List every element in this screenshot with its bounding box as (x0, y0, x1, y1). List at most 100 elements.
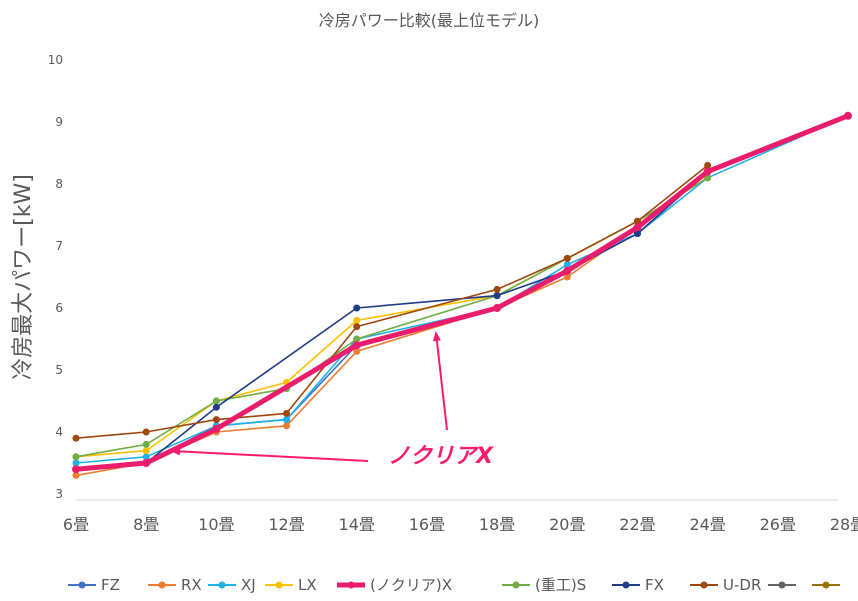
legend-item: (ノクリア)X (337, 576, 452, 594)
data-point (353, 316, 361, 324)
data-point (493, 304, 502, 312)
x-tick-label: 20畳 (549, 515, 585, 534)
series-1 (72, 168, 712, 479)
legend-label: XJ (241, 576, 256, 594)
data-point (283, 416, 291, 424)
data-point (353, 323, 361, 331)
data-point (703, 167, 712, 176)
data-point (72, 453, 80, 461)
legend-label: FZ (101, 576, 120, 594)
x-tick-label: 16畳 (409, 515, 445, 534)
series-4 (72, 111, 852, 474)
y-tick-label: 8 (55, 177, 63, 191)
legend-swatch-marker (512, 581, 520, 589)
annotation-arrow-left (170, 447, 369, 462)
legend: FZ RX XJ LX (ノクリア)X (重工)S FX U-DR (68, 576, 840, 594)
x-tick-label: 12畳 (268, 515, 304, 534)
annotation-label: ノクリアX (388, 444, 494, 469)
data-point (212, 403, 220, 411)
series-layer (72, 111, 852, 479)
x-tick-label: 18畳 (479, 515, 515, 534)
legend-item: LX (265, 576, 317, 594)
data-point (563, 261, 571, 269)
series-2 (72, 112, 852, 467)
y-tick-label: 10 (48, 53, 63, 67)
legend-item: FZ (68, 576, 120, 594)
data-point (563, 266, 572, 275)
data-point (352, 341, 361, 350)
data-point (704, 161, 712, 169)
y-tick-label: 4 (55, 425, 63, 439)
legend-label: (重工)S (535, 576, 586, 594)
data-point (212, 424, 221, 433)
legend-swatch-marker (622, 581, 630, 589)
legend-swatch-marker (822, 581, 830, 589)
legend-item: FX (612, 576, 664, 594)
data-point (142, 428, 150, 436)
legend-item: RX (148, 576, 202, 594)
data-point (283, 409, 291, 417)
data-point (493, 285, 501, 293)
annotation-arrow-up (432, 331, 448, 431)
chart-title: 冷房パワー比較(最上位モデル) (319, 11, 540, 30)
legend-swatch-marker (778, 581, 786, 589)
legend-label: (ノクリア)X (370, 576, 452, 594)
x-tick-label: 6畳 (63, 515, 89, 534)
x-tick-label: 10畳 (198, 515, 234, 534)
x-tick-label: 28畳 (830, 515, 858, 534)
legend-label: FX (645, 576, 664, 594)
data-point (633, 223, 642, 232)
y-tick-label: 9 (55, 115, 63, 129)
data-point (563, 254, 571, 262)
data-point (353, 347, 361, 355)
series-line (75, 164, 709, 440)
data-point (353, 335, 361, 343)
x-tick-label: 24畳 (689, 515, 725, 534)
legend-swatch-marker (347, 581, 355, 589)
legend-swatch-marker (78, 581, 86, 589)
data-point (283, 422, 291, 430)
data-point (212, 397, 220, 405)
series-7 (72, 161, 712, 442)
x-tick-label: 26畳 (760, 515, 796, 534)
data-point (212, 416, 220, 424)
legend-swatch-marker (158, 581, 166, 589)
data-point (142, 453, 150, 461)
legend-label: U-DR (723, 576, 761, 594)
data-point (72, 459, 80, 467)
x-axis-ticks: 6畳 8畳 10畳 12畳 14畳 16畳 18畳 20畳 22畳 24畳 26畳 28畳 (63, 515, 858, 534)
data-point (633, 230, 641, 238)
data-point (563, 273, 571, 281)
data-point (72, 434, 80, 442)
y-axis-label: 冷房最大パワー[kW] (11, 174, 36, 380)
x-tick-label: 14畳 (339, 515, 375, 534)
y-tick-label: 3 (55, 487, 63, 501)
legend-swatch-marker (700, 581, 708, 589)
series-6 (72, 168, 712, 473)
legend-item (768, 581, 796, 589)
y-tick-label: 7 (55, 239, 63, 253)
legend-item (812, 581, 840, 589)
data-point (844, 111, 852, 120)
legend-swatch-marker (218, 581, 226, 589)
data-point (493, 292, 501, 300)
series-line (75, 170, 709, 471)
legend-swatch-marker (275, 581, 283, 589)
data-point (72, 471, 80, 479)
legend-label: LX (298, 576, 317, 594)
y-tick-label: 5 (55, 363, 63, 377)
data-point (142, 447, 150, 455)
data-point (72, 465, 80, 474)
legend-item: XJ (208, 576, 256, 594)
x-tick-label: 8畳 (133, 515, 159, 534)
legend-item: (重工)S (502, 576, 586, 594)
y-tick-label: 6 (55, 301, 63, 315)
data-point (353, 304, 361, 312)
data-point (142, 459, 151, 467)
data-point (142, 440, 150, 448)
y-axis-ticks: 3 4 5 6 7 8 9 10 (48, 53, 63, 501)
legend-label: RX (181, 576, 202, 594)
legend-item: U-DR (690, 576, 761, 594)
x-tick-label: 22畳 (619, 515, 655, 534)
